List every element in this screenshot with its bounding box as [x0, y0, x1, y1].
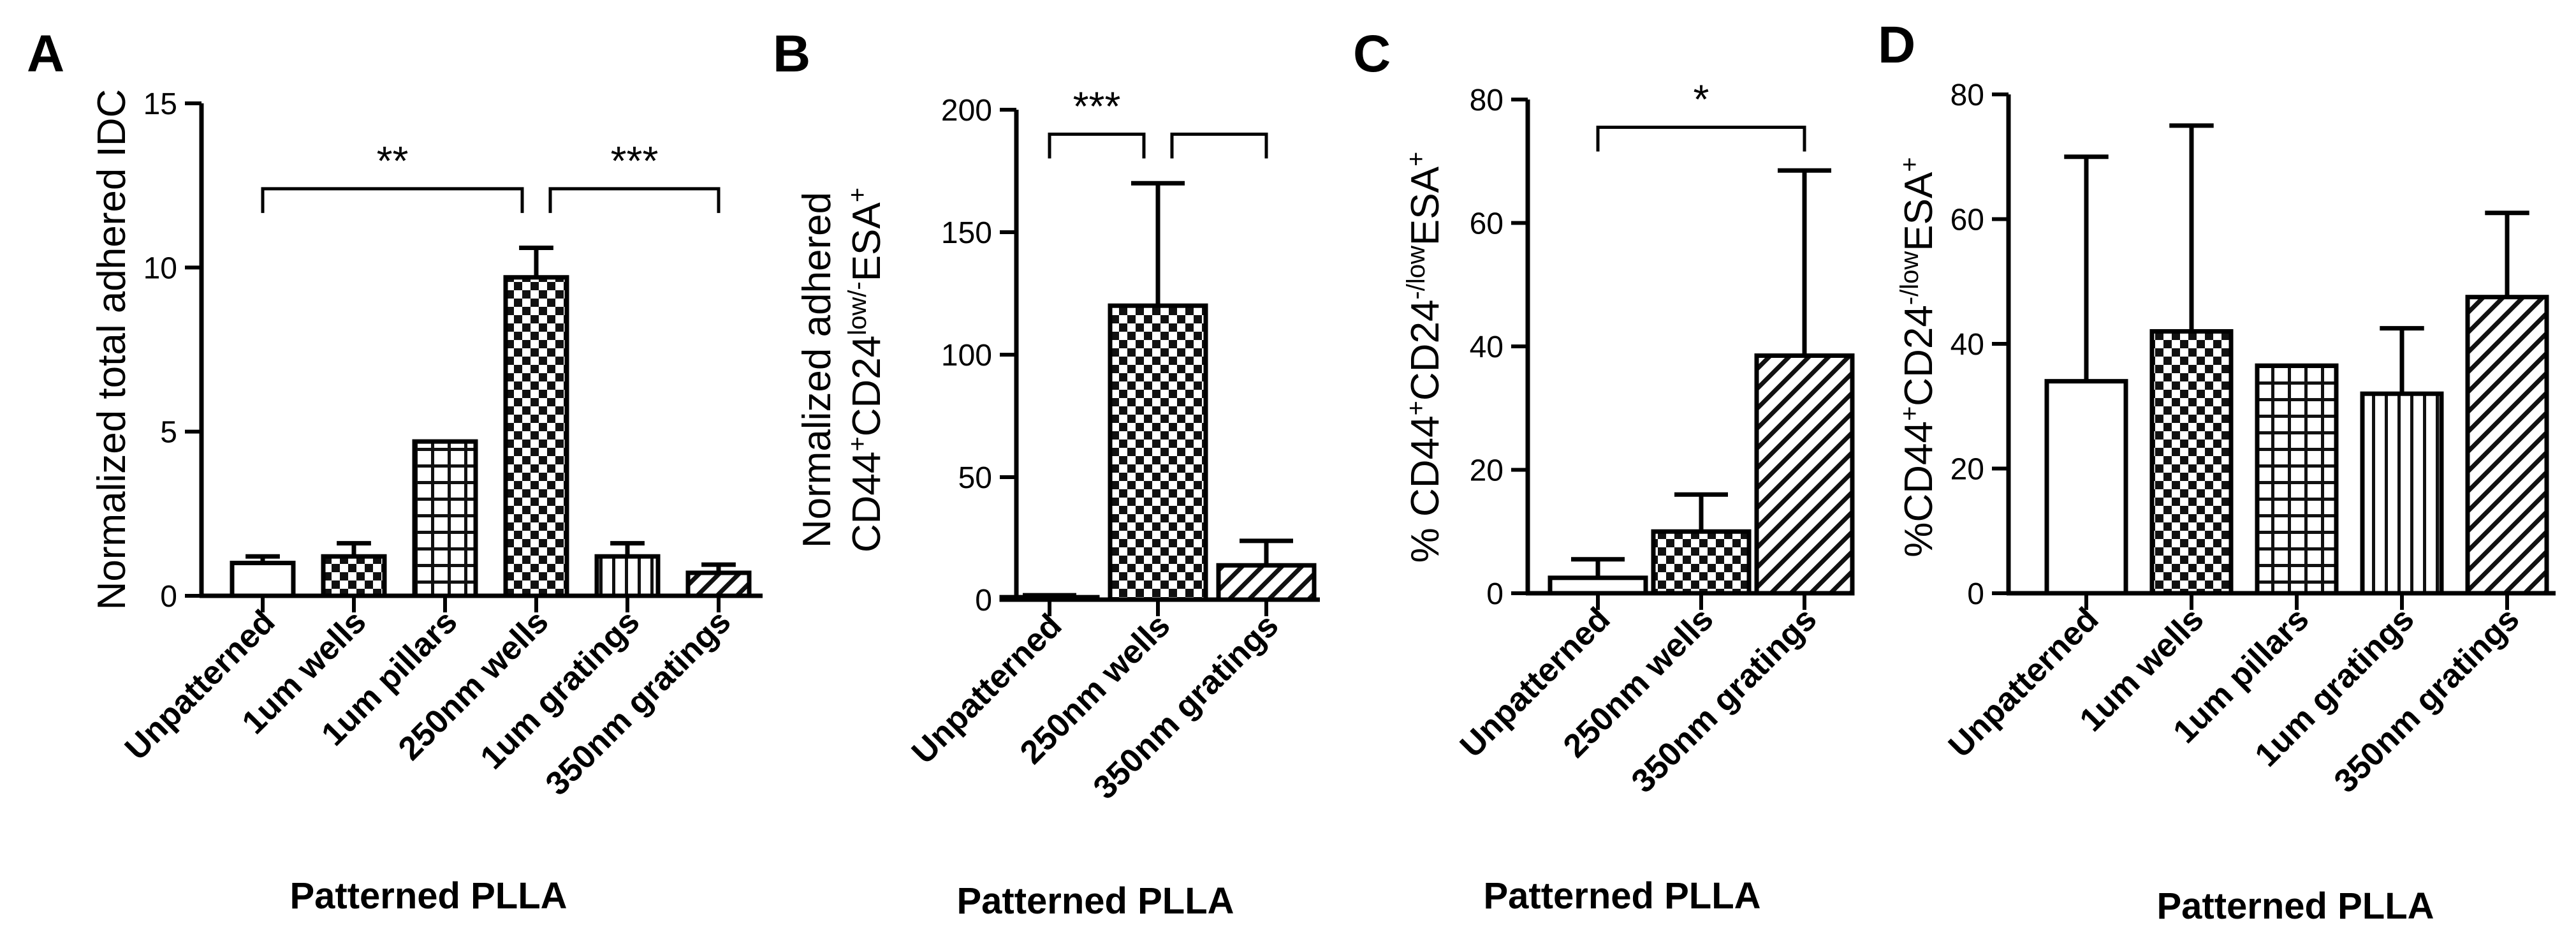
y-axis-label: Normalized adhered CD44+CD24low/-ESA+: [795, 188, 889, 552]
significance-label: ***: [1073, 83, 1121, 129]
category-label: 350nm gratings: [2327, 600, 2527, 800]
bar-unpatterned: [230, 561, 296, 598]
bar-1um-wells: [2149, 329, 2234, 596]
significance-label: **: [377, 138, 409, 184]
panel-letter: C: [1353, 25, 1391, 83]
bar-250nm-wells: [1651, 529, 1752, 596]
y-axis-label-part: ESA: [1897, 172, 1941, 251]
y-axis-label-line: Normalized adhered: [795, 192, 839, 548]
significance-bracket: [261, 187, 524, 213]
y-axis-label-superscript: +: [1896, 157, 1924, 172]
bar-1um-wells: [321, 554, 387, 598]
y-axis-label-superscript: +: [1402, 152, 1430, 166]
y-axis-label-superscript: +: [1896, 406, 1924, 421]
y-axis-label-superscript: +: [844, 436, 872, 451]
bar-1um-pillars: [412, 439, 478, 598]
y-tick-label: 0: [160, 580, 177, 614]
y-axis-label-part: CD24: [845, 336, 889, 437]
bar-250nm-wells: [1108, 303, 1208, 602]
y-tick-label: 20: [1950, 453, 1984, 487]
y-tick-label: 40: [1950, 328, 1984, 362]
category-label: 1um gratings: [474, 603, 647, 776]
y-axis-label: Normalized total adhered IDC: [90, 89, 134, 610]
bar-350nm-gratings: [1754, 353, 1855, 596]
significance-bracket: [1048, 132, 1146, 159]
y-tick-label: 0: [1486, 577, 1504, 611]
y-tick-label: 40: [1470, 330, 1504, 364]
y-axis-label-part: CD44: [845, 452, 889, 553]
significance-bracket: [548, 187, 721, 213]
x-axis-label: Patterned PLLA: [289, 875, 567, 917]
y-tick-label: 0: [1967, 577, 1984, 611]
y-tick-label: 80: [1470, 84, 1504, 117]
category-label: Unpatterned: [118, 603, 282, 767]
bar-unpatterned: [2044, 379, 2128, 596]
y-tick-label: 60: [1950, 203, 1984, 237]
y-tick-label: 100: [941, 339, 992, 373]
y-axis-label-part: ESA: [845, 202, 889, 282]
y-axis-label-part: % CD44: [1403, 415, 1447, 563]
bar-1um-gratings: [2360, 391, 2444, 596]
bar-350nm-gratings: [2465, 295, 2549, 596]
y-axis-label-part: CD24: [1897, 305, 1941, 406]
panel-letter: B: [773, 25, 810, 83]
y-axis-label-part: Normalized total adhered IDC: [90, 89, 134, 610]
category-label: Unpatterned: [1942, 600, 2106, 765]
y-tick-label: 200: [941, 94, 992, 128]
bar-250nm-wells: [503, 275, 569, 598]
y-tick-label: 10: [143, 251, 177, 285]
y-axis-label-part: %CD44: [1897, 421, 1941, 558]
bar-1um-pillars: [2255, 363, 2339, 596]
bar-unpatterned: [1548, 575, 1648, 596]
y-tick-label: 80: [1950, 78, 1984, 112]
y-axis-label-superscript: +: [1402, 401, 1430, 415]
bar-350nm-gratings: [685, 570, 752, 598]
bar-unpatterned: [999, 595, 1100, 602]
y-tick-label: 150: [941, 216, 992, 250]
x-axis-label: Patterned PLLA: [2156, 885, 2434, 927]
y-axis-label-part: ESA: [1403, 166, 1447, 246]
y-axis-label-superscript: +: [844, 188, 872, 202]
y-axis-label: % CD44+CD24-/lowESA+: [1402, 152, 1447, 563]
y-axis-label-superscript: -/low: [1402, 246, 1430, 300]
significance-bracket: [1596, 126, 1806, 152]
y-axis-label-line: CD44+CD24low/-ESA+: [844, 188, 889, 552]
y-tick-label: 15: [143, 87, 177, 121]
x-axis-label: Patterned PLLA: [1483, 875, 1760, 917]
y-tick-label: 20: [1470, 454, 1504, 488]
y-axis-label-part: CD24: [1403, 300, 1447, 401]
bar-350nm-gratings: [1216, 563, 1317, 602]
category-label: 350nm gratings: [1087, 607, 1286, 806]
panel-letter: A: [27, 25, 64, 83]
y-tick-label: 60: [1470, 207, 1504, 241]
y-axis-label-superscript: low/-: [844, 281, 872, 335]
x-axis-label: Patterned PLLA: [956, 880, 1234, 922]
y-tick-label: 5: [160, 416, 177, 450]
significance-label: *: [1694, 77, 1709, 122]
category-label: 350nm gratings: [1625, 600, 1824, 800]
panel-letter: D: [1878, 16, 1915, 74]
significance-bracket: [1170, 132, 1268, 159]
y-tick-label: 50: [958, 461, 992, 495]
bar-1um-gratings: [594, 554, 661, 598]
y-tick-label: 0: [975, 584, 992, 617]
significance-label: ***: [611, 138, 659, 184]
y-axis-label-superscript: -/low: [1896, 251, 1924, 306]
y-axis-label: %CD44+CD24-/lowESA+: [1896, 157, 1941, 557]
